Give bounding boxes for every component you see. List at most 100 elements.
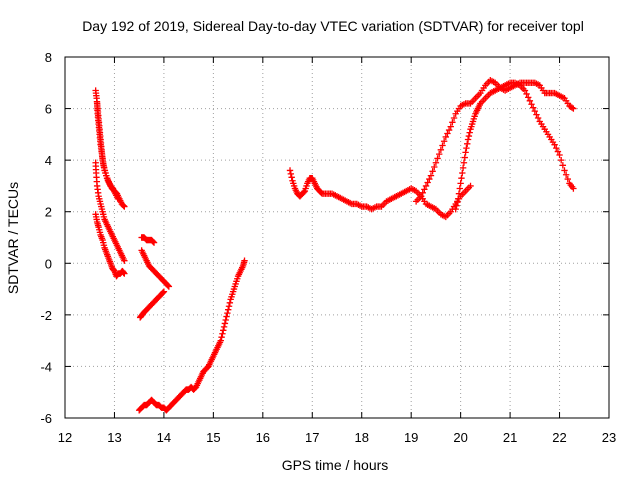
x-tick-label: 14: [157, 430, 171, 445]
data-point-d: [149, 238, 157, 245]
x-tick-label: 19: [404, 430, 418, 445]
data-point-g: [222, 316, 229, 324]
data-point-j: [561, 167, 568, 174]
data-point-i: [429, 168, 436, 175]
data-point-j: [452, 205, 459, 213]
data-point-i: [449, 119, 456, 126]
grid: [65, 57, 609, 418]
data-point-j: [562, 171, 570, 178]
data-point-i: [432, 159, 440, 166]
data-point-h: [288, 174, 295, 181]
plot-frame: [64, 56, 610, 419]
data-point-a1: [121, 203, 128, 210]
data-point-j: [531, 107, 539, 115]
data-point-g: [225, 303, 233, 310]
data-point-i: [442, 133, 449, 141]
data-point-j: [462, 149, 469, 156]
data-point-f: [159, 289, 167, 296]
data-point-g: [225, 306, 232, 313]
data-point-i: [436, 150, 443, 158]
data-point-j: [557, 156, 565, 164]
data-point-e: [165, 283, 173, 290]
x-tick-label: 12: [58, 430, 72, 445]
data-point-i: [447, 123, 454, 130]
data-point-f: [160, 288, 168, 295]
data-point-g: [226, 299, 234, 307]
data-point-j: [456, 185, 464, 192]
data-point-j: [523, 90, 530, 98]
data-point-g: [224, 309, 231, 317]
data-point-c: [120, 269, 127, 276]
data-point-j: [556, 151, 563, 159]
data-point-j: [521, 87, 529, 94]
data-point-j: [528, 101, 535, 108]
data-point-j: [564, 175, 571, 183]
data-points: [92, 77, 577, 414]
y-axis-label: SDTVAR / TECUs: [5, 182, 21, 294]
data-point-j: [454, 195, 462, 203]
y-tick-label: 8: [45, 50, 52, 65]
data-point-j: [453, 202, 460, 209]
ticks: 12 13 14 15 16 17 18 19 20 21 22 23 -6 -4 -2 0 2 4 6 8: [40, 50, 616, 445]
data-point-g: [219, 330, 226, 337]
data-point-g: [220, 323, 228, 331]
y-tick-label: 2: [45, 205, 52, 220]
data-point-i: [421, 186, 428, 193]
data-point-g: [218, 334, 225, 341]
data-point-i: [427, 172, 435, 179]
data-point-i: [437, 146, 445, 154]
x-tick-label: 20: [453, 430, 467, 445]
data-point-j: [464, 140, 471, 148]
data-point-i: [445, 126, 453, 134]
data-point-j: [464, 136, 472, 143]
data-point-g: [220, 327, 227, 334]
data-point-h: [300, 188, 308, 196]
chart-title: Day 192 of 2019, Sidereal Day-to-day VTE…: [82, 18, 584, 34]
y-tick-label: 0: [45, 256, 52, 271]
y-tick-label: -2: [40, 308, 52, 323]
data-point-h: [287, 170, 295, 178]
data-point-i: [450, 114, 458, 122]
data-point-i: [434, 155, 441, 162]
x-tick-label: 17: [305, 430, 319, 445]
data-point-g: [221, 320, 229, 327]
x-axis-label: GPS time / hours: [282, 457, 389, 473]
data-point-j: [463, 144, 470, 152]
x-tick-label: 15: [206, 430, 220, 445]
data-point-j: [570, 185, 577, 192]
data-point-i: [419, 189, 426, 197]
data-point-j: [559, 162, 567, 169]
data-point-g: [217, 337, 224, 344]
data-point-j: [525, 94, 532, 101]
data-point-i: [431, 163, 438, 171]
x-tick-label: 23: [602, 430, 616, 445]
y-tick-label: 4: [45, 153, 52, 168]
data-point-j: [455, 190, 463, 197]
data-point-i: [439, 142, 446, 149]
y-tick-label: -4: [40, 359, 52, 374]
data-point-d: [150, 239, 158, 246]
data-point-h: [467, 182, 474, 190]
x-tick-label: 13: [107, 430, 121, 445]
data-point-j: [554, 148, 562, 155]
data-point-j: [551, 141, 558, 148]
data-point-i: [444, 130, 451, 137]
data-point-g: [241, 257, 248, 264]
data-point-j: [458, 174, 465, 182]
data-point-j: [529, 104, 537, 111]
data-point-j: [459, 169, 466, 177]
data-point-j: [461, 154, 468, 161]
data-point-a1: [120, 202, 127, 209]
data-point-i: [440, 138, 448, 145]
data-point-i: [417, 193, 425, 200]
data-point-i: [422, 182, 430, 190]
data-point-g: [223, 313, 230, 320]
data-point-j: [460, 159, 468, 166]
data-point-i: [568, 104, 576, 111]
data-point-e: [164, 282, 172, 289]
x-tick-label: 18: [354, 430, 368, 445]
data-point-j: [533, 111, 540, 118]
data-point-j: [454, 199, 461, 206]
